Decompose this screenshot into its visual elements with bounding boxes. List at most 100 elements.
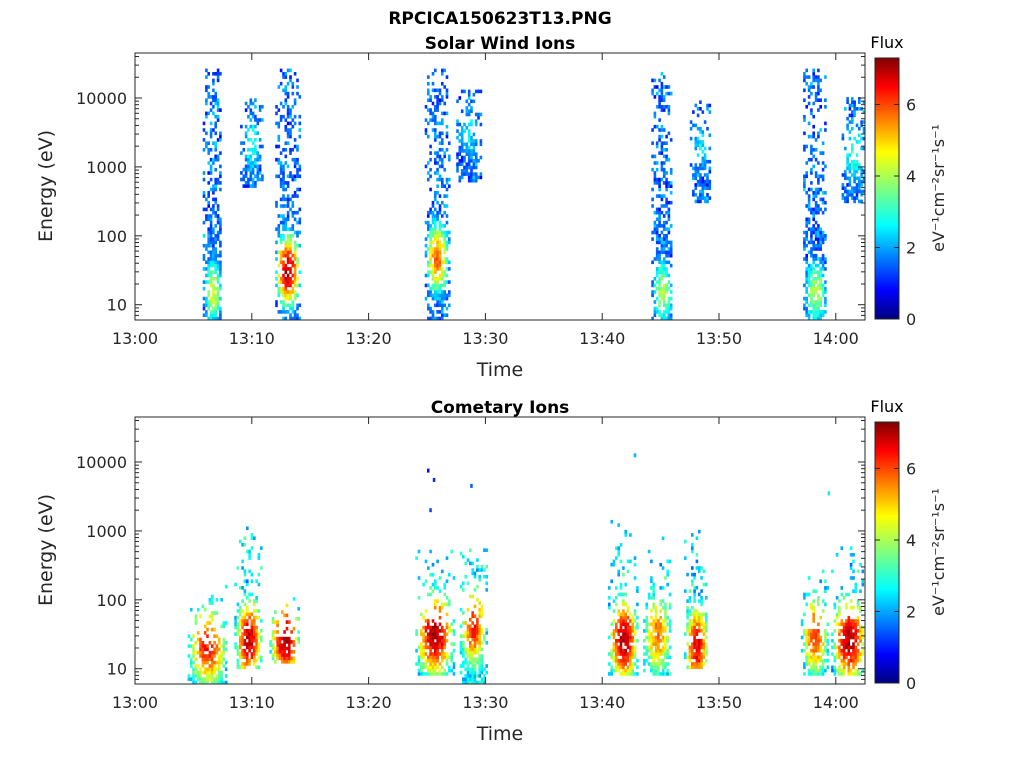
heatmap-cell [467,89,471,94]
heatmap-cell [443,290,446,294]
heatmap-cell [284,224,288,228]
heatmap-cell [849,632,853,636]
heatmap-cell [471,614,474,619]
heatmap-cell [691,579,694,583]
heatmap-cell [826,586,830,590]
heatmap-cell [465,152,469,156]
heatmap-cell [288,640,291,644]
heatmap-cell [658,210,661,215]
heatmap-cell [214,267,217,271]
heatmap-cell [826,622,830,627]
heatmap-cell [289,234,292,238]
heatmap-cell [698,529,701,534]
heatmap-cell [810,111,813,116]
heatmap-cell [693,599,696,603]
heatmap-cell [833,668,837,673]
heatmap-cell [469,644,472,648]
heatmap-cell [473,571,477,576]
heatmap-cell [652,642,655,646]
heatmap-cell [653,124,657,129]
heatmap-cell [438,605,442,610]
heatmap-cell [814,187,818,192]
heatmap-cell [665,316,668,321]
x-tick-label: 13:30 [462,693,508,712]
heatmap-cell [855,107,859,111]
heatmap-cell [664,602,667,607]
heatmap-cell [851,159,854,164]
heatmap-cell [858,97,861,101]
heatmap-cell [662,174,666,179]
heatmap-cell [821,609,825,613]
heatmap-cell [206,680,209,685]
heatmap-cell [279,250,283,255]
heatmap-cell [480,667,484,672]
heatmap-cell [659,609,662,613]
heatmap-cell [849,605,853,610]
heatmap-cell [253,658,256,663]
heatmap-cell [474,152,478,156]
heatmap-cell [688,629,692,633]
heatmap-cell [698,599,701,603]
heatmap-cell [241,648,244,653]
heatmap-cell [658,177,661,182]
heatmap-cell [658,151,661,155]
heatmap-cell [460,172,464,176]
heatmap-cell [695,652,699,656]
heatmap-cell [438,194,442,198]
heatmap-cell [212,157,215,162]
heatmap-cell [443,655,446,660]
heatmap-cell [838,645,841,650]
heatmap-cell [626,559,630,564]
heatmap-cell [216,296,220,301]
heatmap-cell [286,243,290,248]
heatmap-cell [633,556,637,560]
heatmap-cell [662,316,666,321]
heatmap-cell [436,250,439,255]
heatmap-cell [693,576,696,580]
heatmap-cell [298,303,302,308]
heatmap-cell [655,167,659,172]
heatmap-cell [655,286,659,291]
heatmap-cell [460,132,464,137]
heatmap-cell [840,639,844,643]
heatmap-cell [669,313,673,317]
heatmap-cell [664,605,667,610]
heatmap-cell [485,627,488,632]
heatmap-cell [668,619,672,623]
heatmap-cell [293,313,297,317]
heatmap-cell [436,167,439,172]
heatmap-cell [666,635,669,640]
heatmap-cell [192,667,195,672]
heatmap-cell [255,629,258,633]
heatmap-cell [651,78,654,83]
heatmap-cell [821,174,825,179]
heatmap-cell [807,207,811,212]
heatmap-cell [438,240,442,245]
colorbar-unit-label: eV⁻¹cm⁻²sr⁻¹s⁻¹ [929,124,948,252]
heatmap-cell [209,167,213,172]
heatmap-cell [814,78,818,83]
heatmap-cell [471,594,474,599]
heatmap-cell [431,114,435,119]
heatmap-cell [480,614,484,619]
heatmap-cell [666,672,669,676]
heatmap-cell [249,164,253,169]
heatmap-cell [698,648,701,653]
heatmap-cell [485,670,488,675]
heatmap-cell [664,655,667,660]
heatmap-cell [478,631,481,635]
heatmap-cell [658,237,661,241]
heatmap-cell [243,536,247,540]
heatmap-cell [203,680,207,685]
heatmap-cell [255,632,258,636]
heatmap-cell [436,286,439,291]
heatmap-cell [659,658,662,663]
heatmap-cell [660,105,664,109]
heatmap-cell [833,605,837,610]
heatmap-cell [293,243,297,248]
heatmap-cell [817,181,820,185]
heatmap-cell [810,151,813,155]
heatmap-cell [215,598,219,602]
heatmap-cell [194,641,198,645]
heatmap-cell [219,174,222,179]
